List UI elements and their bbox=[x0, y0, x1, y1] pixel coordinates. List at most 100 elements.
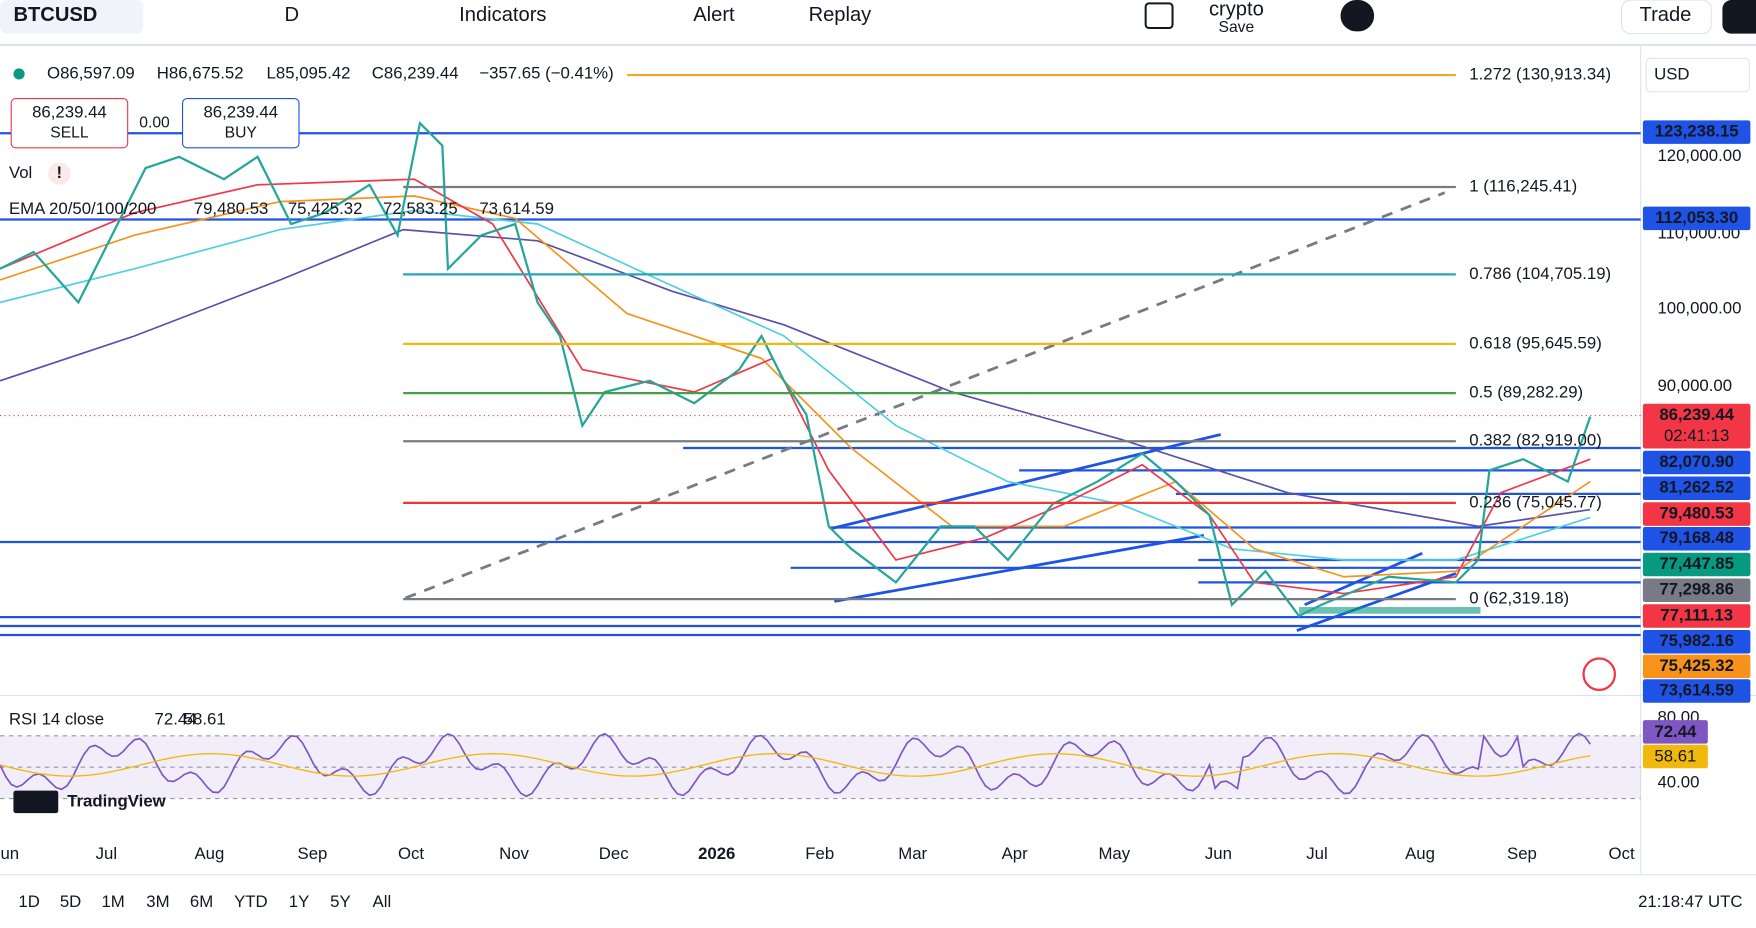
rsi-ma-tag bbox=[1642, 744, 1708, 769]
range-button[interactable]: 1D bbox=[18, 892, 39, 911]
sell-button[interactable] bbox=[10, 98, 129, 149]
price-tag bbox=[1642, 629, 1751, 654]
buy-label[interactable]: BUY bbox=[225, 124, 258, 141]
range-button[interactable]: 6M bbox=[190, 892, 213, 911]
symbol-box[interactable] bbox=[0, 0, 144, 34]
toolbar-replay[interactable]: Replay bbox=[809, 4, 873, 26]
sell-label[interactable]: SELL bbox=[50, 124, 89, 141]
time-axis-label: Oct bbox=[1609, 844, 1635, 863]
toolbar-symbol[interactable]: BTCUSD bbox=[13, 4, 97, 26]
time-axis-label: Sep bbox=[1507, 844, 1537, 863]
avatar[interactable]: C bbox=[1351, 6, 1363, 25]
price-tag bbox=[1642, 552, 1751, 577]
price-tag bbox=[1642, 403, 1751, 449]
range-button[interactable]: YTD bbox=[234, 892, 268, 911]
status-dot bbox=[13, 68, 25, 80]
rsi-tag bbox=[1642, 720, 1708, 744]
buy-price[interactable]: 86,239.44 bbox=[203, 103, 278, 122]
range-button[interactable]: All bbox=[373, 892, 392, 911]
ohlc-item: C86,239.44 bbox=[372, 63, 459, 82]
avatar-bg[interactable] bbox=[1340, 0, 1375, 32]
ohlc-item: −357.65 (−0.41%) bbox=[479, 63, 613, 82]
range-button[interactable]: 5D bbox=[60, 892, 81, 911]
price-tag-label: 123,238.15 bbox=[1655, 122, 1739, 141]
clock: 21:18:47 UTC bbox=[1638, 892, 1742, 911]
brand: TradingView bbox=[67, 791, 166, 810]
price-axis-label: 100,000.00 bbox=[1657, 299, 1741, 318]
toolbar-trade[interactable]: Trade bbox=[1640, 4, 1692, 26]
channel bbox=[834, 533, 1205, 603]
time-axis-label: Jun bbox=[1205, 844, 1232, 863]
rsi-ma-value: 58.61 bbox=[184, 710, 226, 729]
price-tag bbox=[1642, 604, 1751, 628]
layout-icon[interactable] bbox=[1144, 2, 1174, 30]
countdown: 02:41:13 bbox=[1664, 426, 1729, 445]
rsi-tag-label: 72.44 bbox=[1654, 722, 1697, 741]
price-axis-label: 90,000.00 bbox=[1657, 376, 1732, 395]
price-tag bbox=[1642, 502, 1751, 526]
layout-name[interactable]: crypto bbox=[1209, 0, 1264, 20]
ema-50 bbox=[0, 195, 1591, 578]
price-tag-label: 75,425.32 bbox=[1659, 656, 1734, 675]
range-button[interactable]: 1Y bbox=[289, 892, 310, 911]
price-tag-label: 81,262.52 bbox=[1659, 478, 1734, 497]
buy-button[interactable] bbox=[181, 98, 300, 149]
price-path bbox=[0, 120, 1592, 618]
rsi-value: 72.44 bbox=[155, 710, 197, 729]
toolbar-publish[interactable]: Pu bbox=[1736, 4, 1756, 26]
ema-value: 73,614.59 bbox=[479, 199, 554, 218]
ema-value: 72,583.25 bbox=[383, 199, 458, 218]
fib-label: 0.5 (89,282.29) bbox=[1469, 383, 1583, 402]
fib-label: 0.786 (104,705.19) bbox=[1469, 264, 1611, 283]
price-tag bbox=[1642, 679, 1751, 703]
price-tag-label: 79,168.48 bbox=[1659, 528, 1734, 547]
fib-label: 0 (62,319.18) bbox=[1469, 589, 1569, 608]
fib-label: 0.382 (82,919.00) bbox=[1469, 431, 1602, 450]
price-tag-label: 77,447.85 bbox=[1659, 554, 1734, 573]
save-button[interactable]: Save bbox=[1219, 19, 1255, 36]
ohlc-item: O86,597.09 bbox=[47, 63, 135, 82]
warning-badge bbox=[48, 162, 71, 185]
currency-select[interactable] bbox=[1645, 57, 1750, 93]
rsi-ma-tag-label: 58.61 bbox=[1654, 747, 1696, 766]
price-tag bbox=[1642, 476, 1751, 501]
price-tag-label: 77,111.13 bbox=[1660, 605, 1733, 624]
brand-mark bbox=[13, 790, 59, 814]
ema-100 bbox=[0, 209, 1591, 561]
rsi-label: RSI 14 close bbox=[9, 710, 104, 729]
price-tag-label: 75,982.16 bbox=[1659, 631, 1734, 650]
time-axis-label: May bbox=[1098, 844, 1130, 863]
time-axis-label: Aug bbox=[1405, 844, 1435, 863]
range-button[interactable]: 3M bbox=[146, 892, 169, 911]
channel bbox=[1304, 551, 1423, 607]
time-axis-label: Apr bbox=[1002, 844, 1029, 863]
toolbar-bg bbox=[0, 0, 1756, 43]
zone bbox=[1299, 607, 1481, 614]
price-tag bbox=[1642, 206, 1751, 231]
ohlc-item: L85,095.42 bbox=[267, 63, 351, 82]
toolbar-alert[interactable]: Alert bbox=[693, 4, 735, 26]
time-axis-label: 2026 bbox=[698, 844, 735, 863]
fib-label: 0.618 (95,645.59) bbox=[1469, 333, 1602, 352]
fib-label: 1 (116,245.41) bbox=[1469, 176, 1577, 195]
range-button[interactable]: 1M bbox=[101, 892, 124, 911]
trade-button[interactable] bbox=[1621, 0, 1712, 35]
time-axis-label: Nov bbox=[499, 844, 529, 863]
currency[interactable]: USD bbox=[1654, 64, 1689, 83]
time-axis-label: Dec bbox=[599, 844, 629, 863]
event-flag[interactable] bbox=[1582, 657, 1617, 692]
trend-dashed bbox=[404, 191, 1446, 600]
ema-20 bbox=[0, 178, 1591, 595]
price-tag bbox=[1642, 450, 1751, 475]
toolbar-interval[interactable]: D bbox=[284, 4, 299, 26]
ema-value: 75,425.32 bbox=[288, 199, 363, 218]
price-tag-label: 73,614.59 bbox=[1659, 680, 1734, 699]
range-button[interactable]: 5Y bbox=[330, 892, 351, 911]
chart-area bbox=[0, 0, 1756, 876]
sell-price[interactable]: 86,239.44 bbox=[32, 103, 107, 122]
toolbar-indicators[interactable]: Indicators bbox=[459, 4, 546, 26]
publish-button[interactable] bbox=[1722, 0, 1756, 34]
rsi-line bbox=[0, 732, 1591, 798]
